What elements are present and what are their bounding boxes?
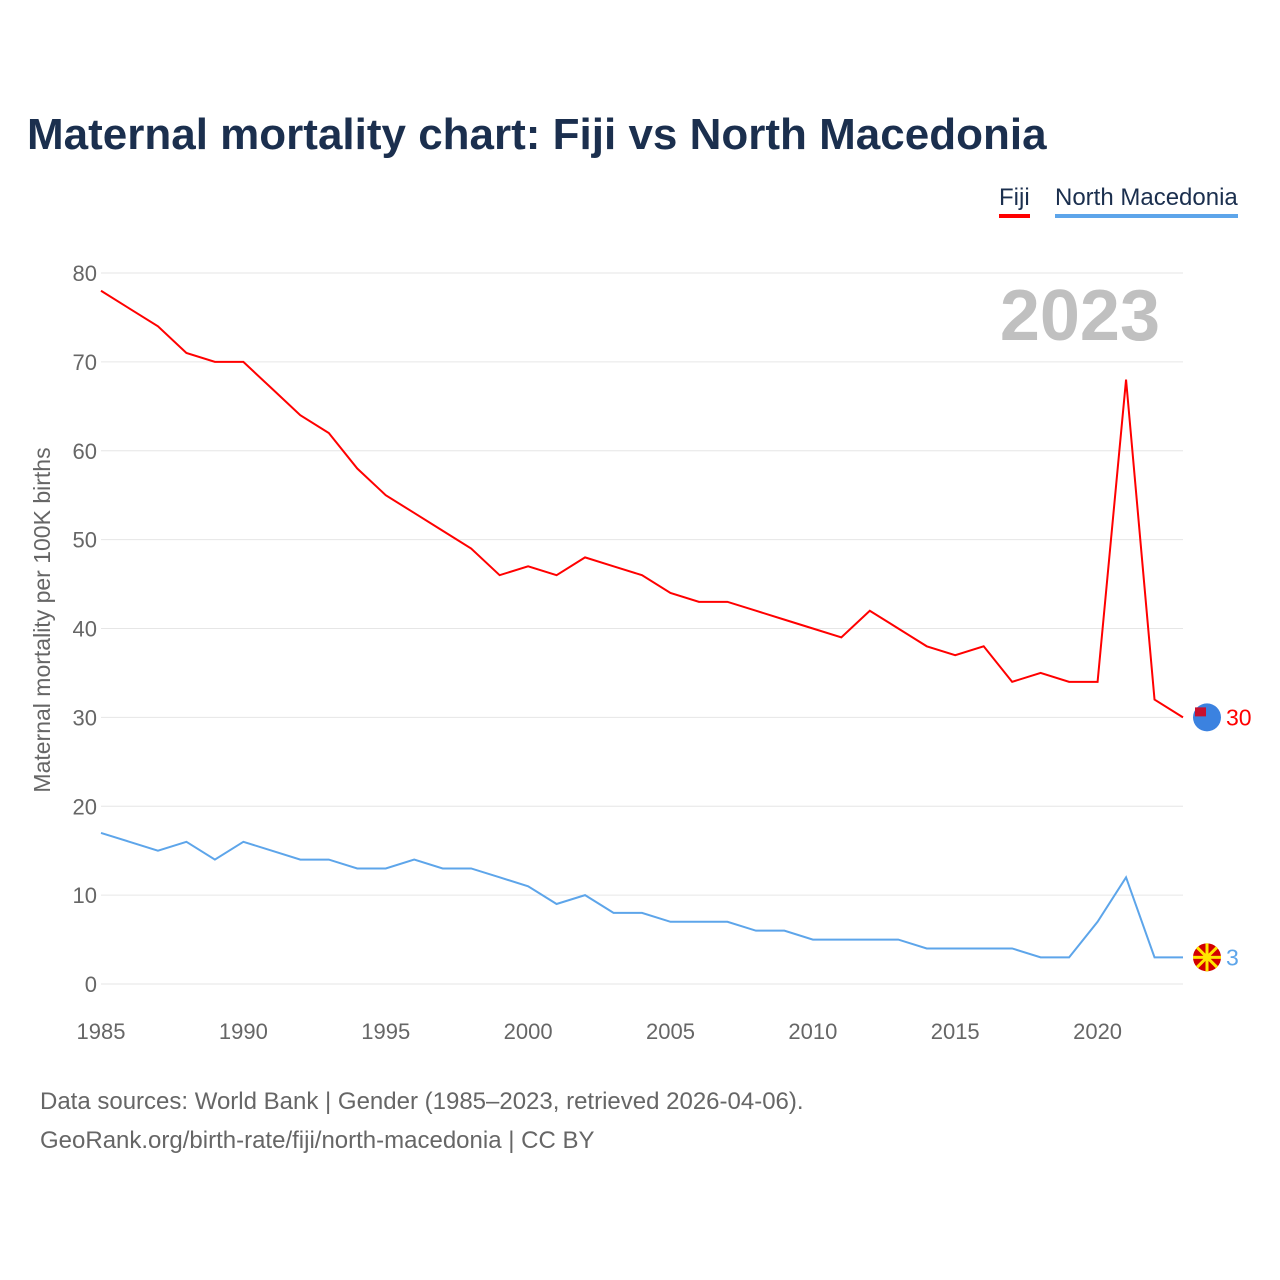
x-tick-label: 2015 <box>931 1019 980 1044</box>
y-tick-label: 40 <box>73 617 97 642</box>
year-label: 2023 <box>1000 276 1160 356</box>
y-tick-label: 0 <box>85 972 97 997</box>
footer-link[interactable]: GeoRank.org/birth-rate/fiji/north-macedo… <box>40 1127 595 1154</box>
y-tick-label: 20 <box>73 794 97 819</box>
flag-sun <box>1203 953 1211 962</box>
footer-source: Data sources: World Bank | Gender (1985–… <box>40 1088 804 1115</box>
y-tick-label: 60 <box>73 439 97 464</box>
legend-north-macedonia[interactable]: North Macedonia <box>1055 184 1238 218</box>
legend-fiji[interactable]: Fiji <box>999 184 1030 218</box>
x-tick-label: 1990 <box>219 1019 268 1044</box>
chart-title: Maternal mortality chart: Fiji vs North … <box>27 110 1047 159</box>
x-tick-label: 2000 <box>504 1019 553 1044</box>
y-tick-label: 30 <box>73 705 97 730</box>
series-line-north-macedonia <box>100 831 1183 959</box>
x-tick-label: 1985 <box>77 1019 126 1044</box>
series-line-fiji <box>100 289 1184 719</box>
end-value-label: 30 <box>1226 704 1252 730</box>
x-tick-label: 1995 <box>361 1019 410 1044</box>
y-tick-label: 10 <box>73 883 97 908</box>
y-tick-label: 80 <box>73 261 97 286</box>
y-tick-label: 50 <box>73 528 97 553</box>
x-tick-label: 2010 <box>788 1019 837 1044</box>
x-tick-label: 2020 <box>1073 1019 1122 1044</box>
y-axis-label: Maternal mortality per 100K births <box>29 447 55 792</box>
y-tick-label: 70 <box>73 350 97 375</box>
fiji-flag-union <box>1195 707 1206 717</box>
x-tick-label: 2005 <box>646 1019 695 1044</box>
end-value-label: 3 <box>1226 944 1239 970</box>
